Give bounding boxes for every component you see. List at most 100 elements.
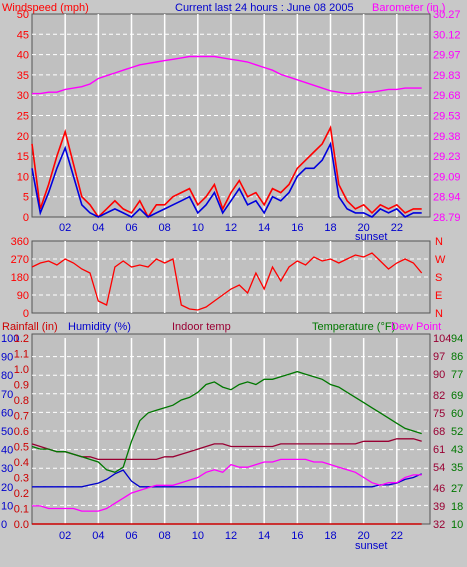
temp-series xyxy=(31,370,422,525)
indoor-temp-title: Indoor temp xyxy=(172,321,231,333)
x-tick-12: 12 xyxy=(225,222,237,234)
baro-tick-5: 29.53 xyxy=(433,111,461,123)
direction-panel-grid xyxy=(32,241,430,313)
wind-series xyxy=(31,55,422,219)
wind-tick-0: 0 xyxy=(23,212,29,224)
x-tick-22: 22 xyxy=(391,222,403,234)
humidity-tick-60: 60 xyxy=(1,407,13,419)
x-tick-14: 14 xyxy=(258,222,270,234)
wind-tick-50: 50 xyxy=(17,9,29,21)
baro-tick-4: 29.38 xyxy=(433,131,461,143)
dew-tick-5: 52 xyxy=(451,426,463,438)
temp-tick-90: 90 xyxy=(433,369,445,381)
dew-tick-10: 94 xyxy=(451,333,463,345)
chart-title: Current last 24 hours : June 08 2005 xyxy=(175,2,354,14)
barometer-axis-title: Barometer (in.) xyxy=(372,2,445,14)
compass-tick-3: W xyxy=(435,254,446,266)
compass-tick-1: E xyxy=(435,290,442,302)
x-tick-22: 22 xyxy=(391,530,403,542)
rain-tick-5: 0.5 xyxy=(14,442,29,454)
baro-tick-10: 30.27 xyxy=(433,9,461,21)
x-tick-08: 08 xyxy=(159,222,171,234)
dir-tick-180: 180 xyxy=(11,272,29,284)
baro-tick-7: 29.83 xyxy=(433,70,461,82)
dew-tick-9: 86 xyxy=(451,351,463,363)
humidity-tick-90: 90 xyxy=(1,352,13,364)
dewpoint-line xyxy=(32,458,422,512)
temperature-line xyxy=(31,370,422,474)
temp-tick-75: 75 xyxy=(433,408,445,420)
rain-tick-1: 0.1 xyxy=(14,504,29,516)
gust-line xyxy=(31,141,422,218)
temp-tick-54: 54 xyxy=(433,462,445,474)
x-tick-18: 18 xyxy=(324,530,336,542)
baro-tick-3: 29.23 xyxy=(433,151,461,163)
x-tick-02: 02 xyxy=(59,222,71,234)
temp-tick-97: 97 xyxy=(433,351,445,363)
wind-tick-20: 20 xyxy=(17,131,29,143)
x-tick-16: 16 xyxy=(291,222,303,234)
rain-tick-12: 1.2 xyxy=(14,333,29,345)
temperature-axis-title: Temperature (°F) xyxy=(312,321,395,333)
temp-x-ticks: 02 04 06 08 10 12 14 16 18 20 22 xyxy=(59,530,403,542)
wind-tick-15: 15 xyxy=(17,151,29,163)
baro-tick-6: 29.68 xyxy=(433,90,461,102)
x-tick-08: 08 xyxy=(159,530,171,542)
rain-tick-8: 0.8 xyxy=(14,395,29,407)
humidity-axis-title: Humidity (%) xyxy=(68,321,131,333)
dir-tick-90: 90 xyxy=(17,290,29,302)
dew-tick-3: 35 xyxy=(451,462,463,474)
humidity-tick-40: 40 xyxy=(1,445,13,457)
dew-tick-6: 60 xyxy=(451,408,463,420)
temp-tick-82: 82 xyxy=(433,390,445,402)
temp-tick-104: 104 xyxy=(433,333,451,345)
x-tick-06: 06 xyxy=(125,530,137,542)
x-tick-20: 20 xyxy=(358,530,370,542)
indoor-temp-line xyxy=(31,438,422,461)
rain-tick-7: 0.7 xyxy=(14,411,29,423)
wind-left-ticks: 0 5 10 15 20 25 30 35 40 45 50 xyxy=(17,9,29,224)
wind-panel-grid xyxy=(32,14,430,217)
x-tick-20: 20 xyxy=(358,222,370,234)
rain-tick-10: 1.0 xyxy=(14,364,29,376)
wind-tick-45: 45 xyxy=(17,29,29,41)
x-tick-14: 14 xyxy=(258,530,270,542)
temp-tick-68: 68 xyxy=(433,426,445,438)
x-tick-04: 04 xyxy=(92,222,104,234)
rain-tick-0: 0.0 xyxy=(14,519,29,531)
humidity-tick-10: 10 xyxy=(1,500,13,512)
dir-tick-270: 270 xyxy=(11,254,29,266)
rain-tick-4: 0.4 xyxy=(14,457,29,469)
x-tick-04: 04 xyxy=(92,530,104,542)
dew-tick-0: 10 xyxy=(451,519,463,531)
wind-tick-10: 10 xyxy=(17,171,29,183)
baro-tick-8: 29.97 xyxy=(433,50,461,62)
rain-tick-3: 0.3 xyxy=(14,473,29,485)
rain-tick-9: 0.9 xyxy=(14,380,29,392)
dew-tick-7: 69 xyxy=(451,390,463,402)
rain-tick-2: 0.2 xyxy=(14,488,29,500)
temp-tick-46: 46 xyxy=(433,483,445,495)
dew-tick-8: 77 xyxy=(451,369,463,381)
direction-line xyxy=(31,252,423,311)
baro-tick-1: 28.94 xyxy=(433,192,461,204)
humidity-tick-70: 70 xyxy=(1,389,13,401)
rain-tick-11: 1.1 xyxy=(14,349,29,361)
x-tick-10: 10 xyxy=(192,530,204,542)
windspeed-line xyxy=(31,125,422,219)
temp-tick-32: 32 xyxy=(433,519,445,531)
wind-tick-35: 35 xyxy=(17,70,29,82)
dewpoint-axis-title: Dew Point xyxy=(391,321,441,333)
direction-series xyxy=(31,252,423,311)
compass-tick-4: N xyxy=(435,236,443,248)
humidity-tick-0: 0 xyxy=(1,519,7,531)
barometer-line xyxy=(32,55,422,95)
temp-tick-61: 61 xyxy=(433,444,445,456)
windspeed-axis-title: Windspeed (mph) xyxy=(2,2,89,14)
wind-tick-25: 25 xyxy=(17,111,29,123)
wind-right-ticks: 28.79 28.94 29.09 29.23 29.38 29.53 29.68 29.83… xyxy=(433,9,461,224)
humidity-line xyxy=(32,469,422,488)
